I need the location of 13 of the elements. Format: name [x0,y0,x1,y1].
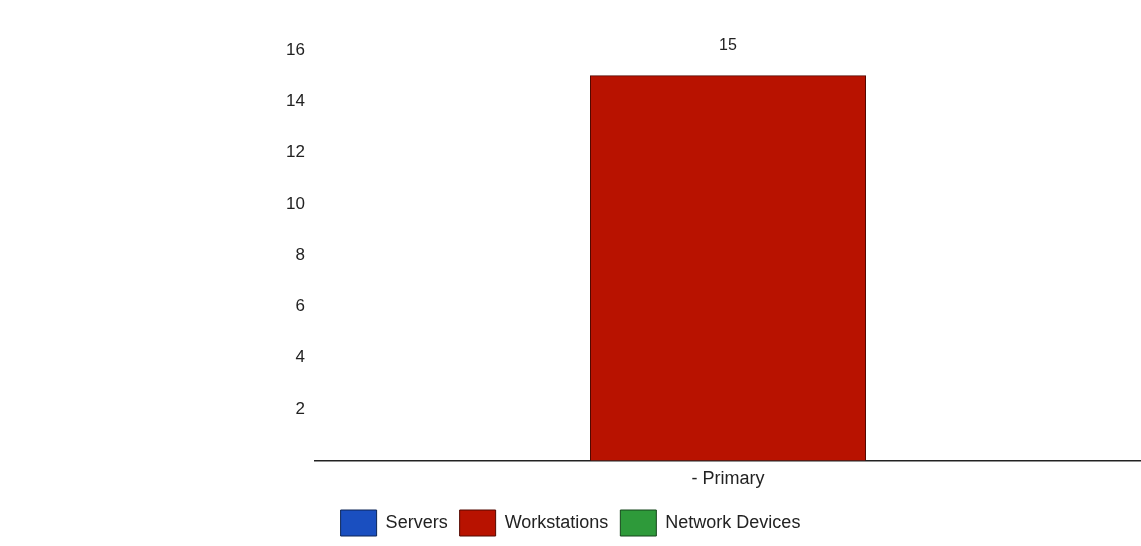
y-tick-label: 8 [295,244,305,264]
y-tick-label: 16 [286,39,305,59]
y-tick-label: 12 [286,142,305,162]
y-tick-label: 2 [295,398,305,418]
y-tick-label: 6 [295,296,305,316]
legend-label: Network Devices [665,511,801,532]
data-label: 15 [719,36,737,54]
y-tick-label: 4 [295,347,305,367]
legend-label: Servers [385,511,448,532]
y-tick-label: 10 [286,193,305,213]
y-tick-label: 14 [286,90,305,110]
x-tick-label: - Primary [691,468,765,489]
legend-label: Workstations [504,511,609,532]
